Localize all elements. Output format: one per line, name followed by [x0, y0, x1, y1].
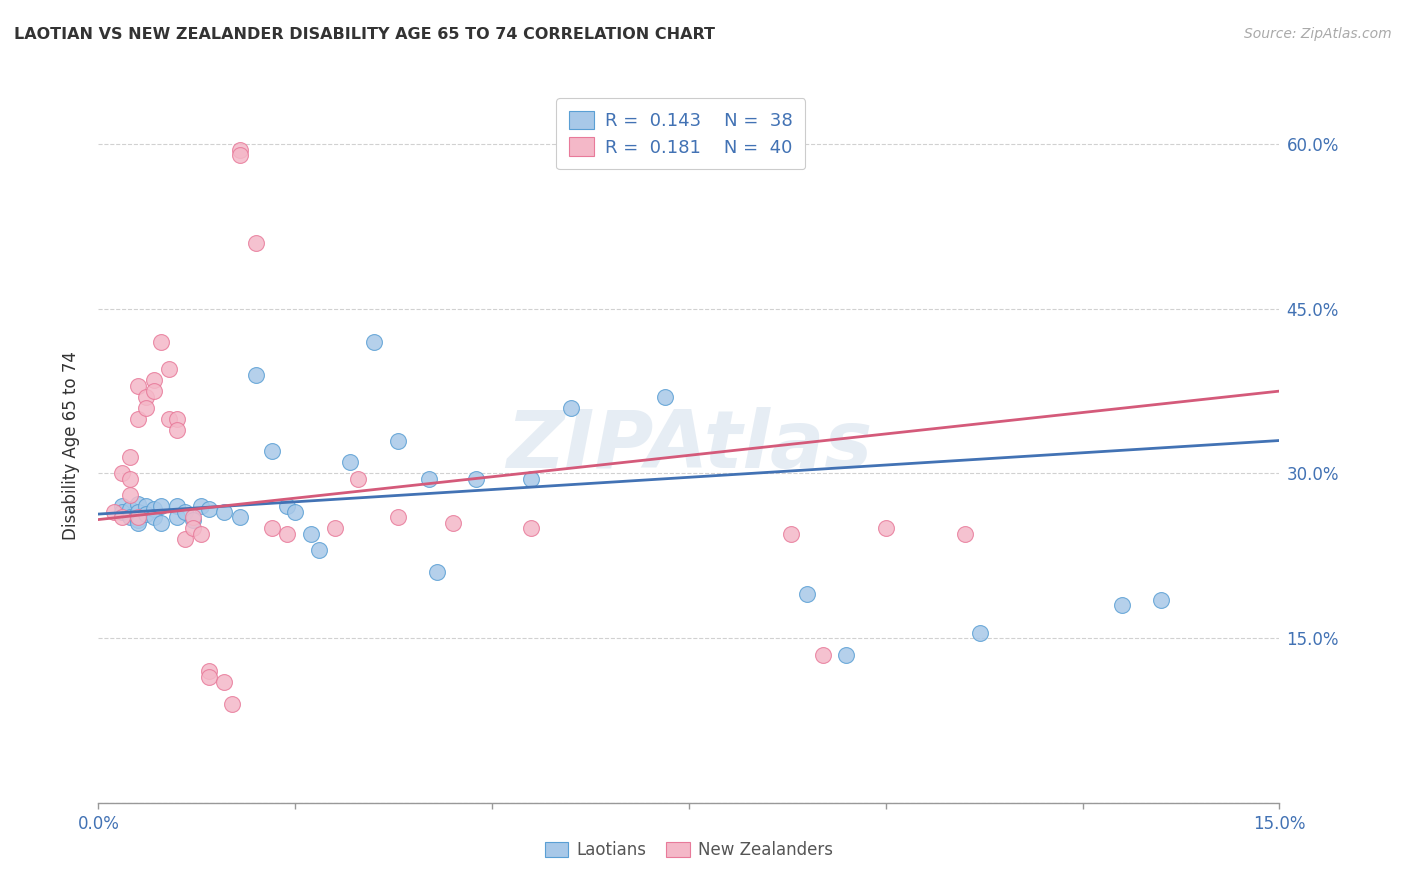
Point — [299, 526, 322, 541]
Point — [190, 500, 212, 514]
Point — [276, 500, 298, 514]
Point — [166, 423, 188, 437]
Point — [197, 501, 219, 516]
Point — [127, 497, 149, 511]
Point — [560, 401, 582, 415]
Point — [260, 444, 283, 458]
Point — [118, 472, 141, 486]
Point — [190, 526, 212, 541]
Point — [142, 501, 165, 516]
Point — [166, 411, 188, 425]
Point — [111, 467, 134, 481]
Point — [245, 235, 267, 250]
Point — [157, 411, 180, 425]
Point — [118, 501, 141, 516]
Point — [127, 510, 149, 524]
Point — [1111, 598, 1133, 612]
Point — [135, 500, 157, 514]
Point — [780, 526, 803, 541]
Point — [181, 521, 204, 535]
Point — [811, 648, 834, 662]
Point — [465, 472, 488, 486]
Point — [118, 510, 141, 524]
Point — [127, 512, 149, 526]
Text: ZIPAtlas: ZIPAtlas — [506, 407, 872, 485]
Point — [276, 526, 298, 541]
Point — [229, 510, 252, 524]
Point — [181, 510, 204, 524]
Point — [118, 450, 141, 464]
Point — [197, 664, 219, 678]
Point — [127, 411, 149, 425]
Point — [426, 566, 449, 580]
Legend: Laotians, New Zealanders: Laotians, New Zealanders — [538, 835, 839, 866]
Point — [181, 512, 204, 526]
Point — [214, 675, 236, 690]
Point — [969, 625, 991, 640]
Point — [875, 521, 897, 535]
Point — [245, 368, 267, 382]
Point — [221, 697, 243, 711]
Point — [654, 390, 676, 404]
Point — [111, 510, 134, 524]
Point — [229, 148, 252, 162]
Point — [418, 472, 440, 486]
Point — [387, 510, 409, 524]
Point — [953, 526, 976, 541]
Point — [150, 516, 173, 530]
Text: LAOTIAN VS NEW ZEALANDER DISABILITY AGE 65 TO 74 CORRELATION CHART: LAOTIAN VS NEW ZEALANDER DISABILITY AGE … — [14, 27, 716, 42]
Point — [260, 521, 283, 535]
Point — [127, 505, 149, 519]
Y-axis label: Disability Age 65 to 74: Disability Age 65 to 74 — [62, 351, 80, 541]
Point — [103, 505, 125, 519]
Text: Source: ZipAtlas.com: Source: ZipAtlas.com — [1244, 27, 1392, 41]
Point — [135, 390, 157, 404]
Point — [111, 505, 134, 519]
Point — [166, 510, 188, 524]
Point — [284, 505, 307, 519]
Point — [135, 507, 157, 521]
Point — [127, 516, 149, 530]
Point — [835, 648, 858, 662]
Point — [150, 500, 173, 514]
Point — [166, 500, 188, 514]
Point — [441, 516, 464, 530]
Point — [214, 505, 236, 519]
Point — [363, 334, 385, 349]
Point — [174, 505, 197, 519]
Point — [142, 384, 165, 398]
Point — [520, 472, 543, 486]
Point — [150, 334, 173, 349]
Point — [796, 587, 818, 601]
Point — [127, 378, 149, 392]
Point — [111, 500, 134, 514]
Point — [387, 434, 409, 448]
Point — [347, 472, 370, 486]
Point — [174, 533, 197, 547]
Point — [229, 143, 252, 157]
Point — [197, 669, 219, 683]
Point — [142, 510, 165, 524]
Point — [142, 373, 165, 387]
Point — [118, 488, 141, 502]
Point — [308, 543, 330, 558]
Point — [135, 401, 157, 415]
Point — [1150, 592, 1173, 607]
Point — [323, 521, 346, 535]
Point — [520, 521, 543, 535]
Point — [339, 455, 361, 469]
Point — [157, 362, 180, 376]
